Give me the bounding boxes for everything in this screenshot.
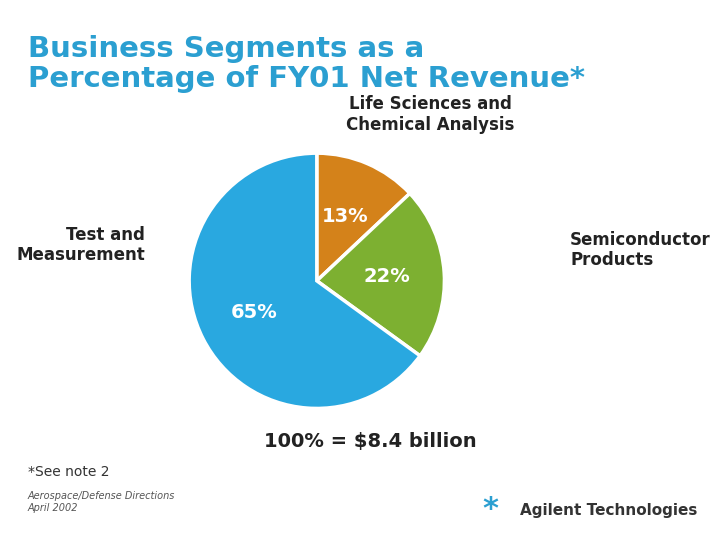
Text: Test and
Measurement: Test and Measurement bbox=[17, 226, 145, 265]
Text: Semiconductor
Products: Semiconductor Products bbox=[570, 231, 711, 269]
Text: Life Sciences and
Chemical Analysis: Life Sciences and Chemical Analysis bbox=[346, 95, 514, 134]
Text: Business Segments as a: Business Segments as a bbox=[28, 35, 424, 63]
Text: 22%: 22% bbox=[364, 267, 410, 286]
Wedge shape bbox=[189, 153, 420, 408]
Text: Aerospace/Defense Directions
April 2002: Aerospace/Defense Directions April 2002 bbox=[28, 491, 176, 513]
Text: *: * bbox=[482, 496, 498, 524]
Wedge shape bbox=[317, 153, 410, 281]
Text: 65%: 65% bbox=[231, 303, 278, 322]
Text: *See note 2: *See note 2 bbox=[28, 465, 109, 479]
Text: Percentage of FY01 Net Revenue*: Percentage of FY01 Net Revenue* bbox=[28, 65, 585, 93]
Wedge shape bbox=[317, 193, 444, 356]
Text: Agilent Technologies: Agilent Technologies bbox=[520, 503, 698, 517]
Text: 13%: 13% bbox=[321, 207, 368, 226]
Text: 100% = $8.4 billion: 100% = $8.4 billion bbox=[264, 433, 477, 451]
